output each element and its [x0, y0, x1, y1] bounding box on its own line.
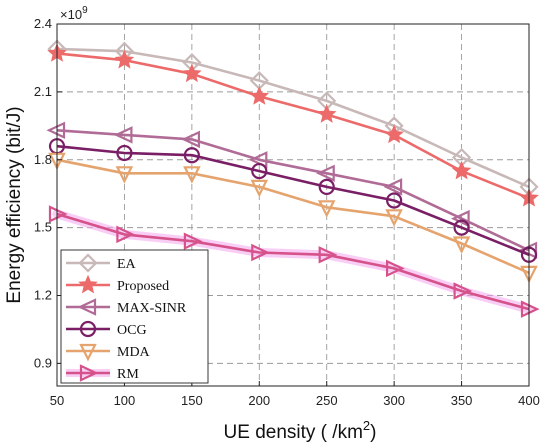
data-point — [183, 166, 201, 184]
x-axis-label: UE density ( /km2) — [224, 418, 377, 443]
series-line — [56, 144, 530, 257]
data-point — [453, 282, 473, 300]
legend-label: Proposed — [117, 279, 169, 294]
legend-label: OCG — [117, 323, 147, 338]
legend-entry-rm: RM — [66, 364, 139, 382]
data-point — [453, 219, 470, 236]
data-point — [115, 166, 134, 184]
data-point — [116, 144, 133, 162]
data-point — [183, 147, 200, 164]
data-point — [383, 178, 403, 196]
y-tick-label: 2.4 — [34, 16, 52, 31]
legend-entry-ea: EA — [66, 253, 137, 273]
legend-marker — [79, 320, 97, 338]
data-point — [116, 225, 136, 244]
y-tick-label: 0.9 — [34, 355, 52, 370]
series-line — [56, 158, 530, 275]
y-multiplier: ×109 — [60, 5, 88, 22]
y-axis-label: Energy efficiency (bit/J) — [4, 106, 25, 303]
legend-entry-ocg: OCG — [66, 320, 147, 338]
x-tick-label: 300 — [383, 393, 405, 408]
data-point — [251, 243, 270, 262]
series-proposed — [47, 43, 539, 207]
series-line — [56, 212, 530, 311]
data-point — [316, 164, 335, 183]
data-point — [182, 63, 202, 83]
x-tick-label: 50 — [50, 393, 64, 408]
data-point — [181, 130, 200, 149]
legend: EA Proposed MAX-SINR OCG MDA RM — [60, 249, 209, 384]
legend-label: MDA — [117, 345, 151, 360]
data-point — [114, 49, 135, 69]
x-tick-label: 350 — [451, 393, 473, 408]
series-line — [56, 129, 530, 252]
x-tick-label: 200 — [248, 393, 270, 408]
legend-marker — [78, 253, 98, 273]
data-point — [450, 209, 470, 228]
data-point — [386, 259, 405, 278]
series-line — [56, 52, 530, 200]
data-point — [249, 86, 270, 105]
legend-marker — [79, 364, 99, 382]
y-tick-label: 1.5 — [34, 220, 52, 235]
legend-entry-mda: MDA — [66, 343, 151, 362]
legend-label: RM — [117, 367, 139, 382]
x-tick-label: 100 — [114, 393, 136, 408]
data-point — [318, 178, 335, 195]
data-point — [316, 104, 337, 123]
x-tick-label: 150 — [181, 393, 203, 408]
data-point — [451, 160, 472, 180]
data-point — [386, 192, 403, 209]
plot-series — [46, 39, 540, 318]
series-line — [56, 47, 530, 189]
data-point — [385, 209, 403, 227]
legend-label: MAX-SINR — [117, 301, 187, 316]
legend-label: EA — [117, 257, 137, 272]
x-tick-label: 250 — [316, 393, 338, 408]
legend-entry-max-sinr: MAX-SINR — [66, 298, 187, 316]
series-rm — [48, 205, 540, 318]
data-point — [183, 232, 203, 250]
legend-box — [60, 249, 209, 384]
legend-entry-proposed: Proposed — [66, 274, 169, 294]
legend-marker — [78, 274, 98, 294]
legend-marker — [79, 343, 97, 362]
data-point — [251, 162, 268, 180]
data-point — [452, 236, 471, 254]
data-point — [318, 246, 338, 264]
y-tick-label: 1.8 — [34, 152, 52, 167]
y-tick-label: 1.2 — [34, 288, 52, 303]
y-tick-label: 2.1 — [34, 84, 52, 99]
series-ocg — [48, 138, 538, 263]
data-point — [317, 200, 336, 218]
x-tick-label: 400 — [518, 393, 540, 408]
data-point — [250, 179, 269, 198]
legend-marker — [77, 298, 97, 316]
data-point — [113, 126, 133, 144]
plot-frame — [56, 23, 530, 387]
axis-ticks: 50 100 150 200 250 300 350 400 0.9 1.2 1.5 1.8 2.1 2.… — [34, 16, 540, 408]
data-point — [384, 124, 404, 144]
